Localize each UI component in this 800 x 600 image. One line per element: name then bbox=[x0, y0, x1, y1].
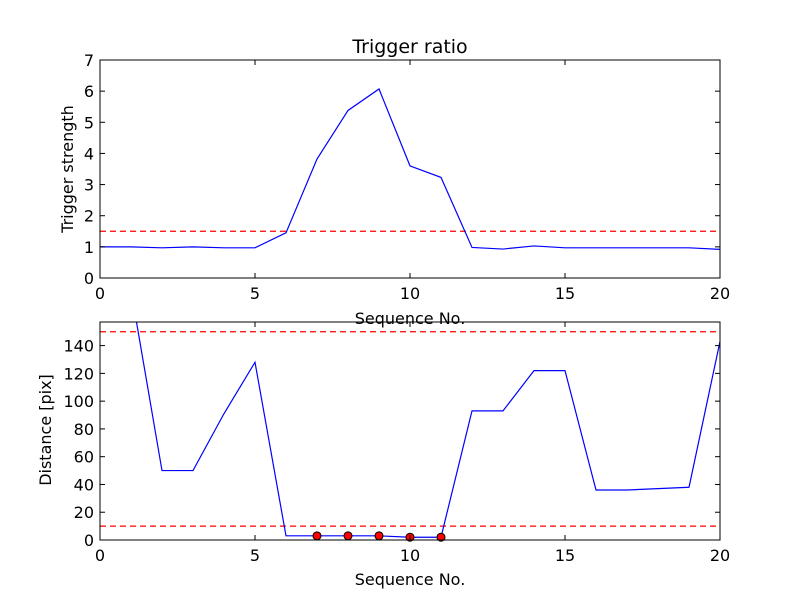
top-subplot: Trigger ratio 0 5 10 15 20 0 1 2 3 4 5 6 7 Sequence … bbox=[58, 36, 730, 328]
top-y-tick-label: 5 bbox=[84, 113, 94, 132]
bottom-y-tick-label: 100 bbox=[63, 392, 94, 411]
bottom-y-tick-label: 0 bbox=[84, 531, 94, 550]
top-series-line-0 bbox=[100, 88, 720, 250]
top-y-tick-label: 4 bbox=[84, 144, 94, 163]
bottom-x-tick-label: 20 bbox=[710, 546, 730, 565]
top-x-tick-label: 0 bbox=[95, 284, 105, 303]
bottom-y-tick-label: 120 bbox=[63, 364, 94, 383]
top-y-tick-label: 7 bbox=[84, 51, 94, 70]
bottom-marker-point bbox=[436, 532, 446, 542]
bottom-x-tick-label: 15 bbox=[555, 546, 575, 565]
bottom-plot-content bbox=[100, 322, 720, 538]
bottom-y-tick-label: 60 bbox=[74, 448, 94, 467]
top-y-tick-label: 3 bbox=[84, 176, 94, 195]
top-plot-area: 0 5 10 15 20 0 1 2 3 4 5 6 7 bbox=[84, 51, 730, 303]
top-y-axis-label: Trigger strength bbox=[58, 105, 77, 234]
top-y-tick-label: 2 bbox=[84, 207, 94, 226]
bottom-marker-point bbox=[374, 531, 384, 541]
bottom-series-line-0 bbox=[135, 322, 720, 538]
bottom-y-tick-label: 20 bbox=[74, 503, 94, 522]
bottom-y-tick-label: 80 bbox=[74, 420, 94, 439]
bottom-y-axis-label: Distance [pix] bbox=[36, 374, 55, 486]
bottom-y-tick-label: 40 bbox=[74, 475, 94, 494]
bottom-marker-point bbox=[312, 531, 322, 541]
bottom-marker-point bbox=[343, 531, 353, 541]
bottom-x-axis-label: Sequence No. bbox=[355, 570, 466, 589]
bottom-x-tick-label: 10 bbox=[400, 546, 420, 565]
top-x-tick-label: 5 bbox=[250, 284, 260, 303]
bottom-y-tick-label: 140 bbox=[63, 337, 94, 356]
top-y-tick-label: 6 bbox=[84, 82, 94, 101]
top-y-tick-label: 1 bbox=[84, 238, 94, 257]
top-x-tick-label: 20 bbox=[710, 284, 730, 303]
top-x-tick-label: 10 bbox=[400, 284, 420, 303]
top-plot-content bbox=[100, 88, 720, 250]
top-chart-title: Trigger ratio bbox=[351, 36, 467, 58]
bottom-x-tick-label: 0 bbox=[95, 546, 105, 565]
top-x-tick-label: 15 bbox=[555, 284, 575, 303]
bottom-axes-frame bbox=[99, 321, 721, 541]
top-axes-frame bbox=[99, 59, 721, 279]
bottom-plot-area: 0 5 10 15 20 0 20 40 60 80 100 120 140 bbox=[63, 321, 730, 565]
top-y-tick-label: 0 bbox=[84, 269, 94, 288]
top-x-axis-label: Sequence No. bbox=[355, 309, 466, 328]
bottom-x-tick-label: 5 bbox=[250, 546, 260, 565]
